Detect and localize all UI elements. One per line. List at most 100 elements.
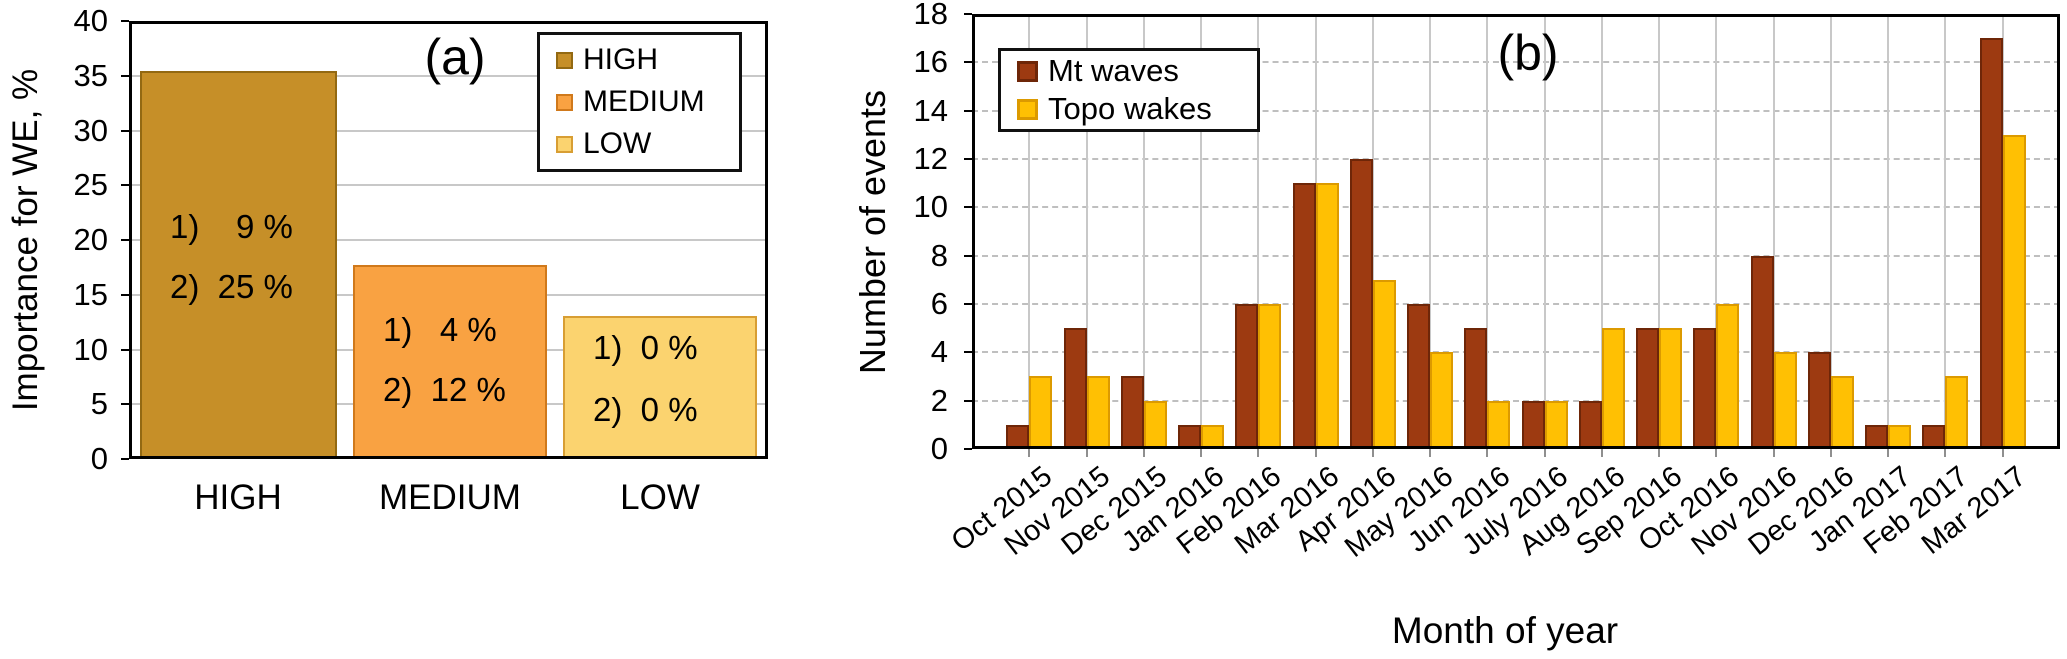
bar-mt-waves — [1808, 352, 1831, 449]
y-axis-tick-mark — [964, 448, 972, 450]
bar-mt-waves — [1693, 328, 1716, 449]
x-axis-tick-mark — [1028, 449, 1030, 457]
bar-annotation: 1) 9 % — [170, 208, 293, 245]
bar-annotation: 2) 25 % — [170, 268, 293, 305]
bar-annotation: 2) 12 % — [383, 371, 506, 408]
bar-topo-wakes — [1258, 304, 1281, 449]
y-axis-tick-label: 10 — [913, 189, 948, 225]
y-axis-tick-mark — [121, 458, 129, 460]
y-axis-tick-mark — [964, 351, 972, 354]
y-axis-tick-mark — [121, 403, 129, 406]
gridline — [1429, 14, 1431, 449]
x-axis-tick-mark — [2002, 449, 2004, 457]
gridline — [972, 351, 2060, 354]
x-axis-tick-mark — [1143, 449, 1145, 457]
gridline — [1486, 14, 1488, 449]
gridline — [972, 61, 2060, 64]
y-axis-tick-mark — [964, 254, 972, 257]
gridline — [129, 74, 768, 77]
bar-topo-wakes — [1945, 376, 1968, 449]
legend-swatch-icon — [1017, 60, 1038, 82]
bar-medium — [353, 265, 547, 459]
gridline — [972, 157, 2060, 160]
panel-a-legend: HIGH MEDIUM LOW — [537, 32, 742, 172]
y-axis-tick-label: 0 — [930, 431, 948, 466]
bar-mt-waves — [1064, 328, 1087, 449]
bar-topo-wakes — [1487, 401, 1510, 449]
x-axis-tick-mark — [1658, 449, 1660, 457]
gridline — [1143, 14, 1145, 449]
x-axis-tick-mark — [1830, 449, 1832, 457]
gridline — [972, 399, 2060, 402]
bar-annotation: 1) 0 % — [593, 329, 698, 366]
x-axis-tick-mark — [1372, 449, 1374, 457]
gridline — [1028, 14, 1030, 449]
gridline — [1086, 14, 1088, 449]
gridline — [129, 129, 768, 132]
y-axis-tick-label: 2 — [930, 382, 948, 418]
gridline — [1887, 14, 1889, 449]
x-axis-tick-mark — [1200, 449, 1202, 457]
bar-mt-waves — [1178, 425, 1201, 449]
bar-topo-wakes — [1087, 376, 1110, 449]
bar-topo-wakes — [1373, 280, 1396, 449]
gridline — [972, 254, 2060, 257]
gridline — [1773, 14, 1775, 449]
gridline — [1830, 14, 1832, 449]
x-axis-tick-mark — [1887, 449, 1889, 457]
bar-mt-waves — [1980, 38, 2003, 449]
y-axis-tick-label: 8 — [930, 237, 948, 273]
y-axis-tick-label: 20 — [73, 222, 108, 257]
bar-topo-wakes — [1888, 425, 1911, 449]
x-axis-tick-mark — [1544, 449, 1546, 457]
legend-item-label: HIGH — [583, 43, 658, 76]
bar-topo-wakes — [1774, 352, 1797, 449]
bar-topo-wakes — [1545, 401, 1568, 449]
panel-b-legend: Mt waves Topo wakes — [998, 48, 1260, 132]
panel-b-label: (b) — [1497, 25, 1559, 81]
bar-mt-waves — [1350, 159, 1373, 449]
gridline — [1372, 14, 1374, 449]
panel-b-x-axis-title: Month of year — [1391, 610, 1619, 651]
y-axis-tick-mark — [121, 184, 129, 187]
y-axis-tick-label: 40 — [73, 3, 108, 38]
gridline — [1200, 14, 1202, 449]
y-axis-tick-mark — [121, 239, 129, 241]
x-axis-tick-mark — [1086, 449, 1088, 457]
x-axis-tick-mark — [1257, 449, 1259, 457]
bar-mt-waves — [1636, 328, 1659, 449]
y-axis-tick-label: 0 — [90, 441, 108, 476]
legend-swatch-icon — [556, 93, 573, 111]
bar-mt-waves — [1865, 425, 1888, 449]
y-axis-tick-label: 6 — [930, 285, 948, 321]
x-axis-category-label: LOW — [620, 478, 700, 517]
bar-mt-waves — [1407, 304, 1430, 449]
y-axis-tick-mark — [964, 206, 972, 209]
y-axis-tick-mark — [964, 61, 972, 64]
y-axis-tick-label: 12 — [913, 140, 948, 176]
bar-mt-waves — [1235, 304, 1258, 449]
x-axis-tick-mark — [1486, 449, 1488, 457]
legend-swatch-icon — [556, 135, 573, 153]
gridline — [1257, 14, 1259, 449]
legend-item-label: Mt waves — [1048, 53, 1179, 88]
bar-topo-wakes — [1029, 376, 1052, 449]
legend-item-label: LOW — [583, 127, 652, 160]
y-axis-tick-label: 5 — [90, 386, 108, 422]
bar-topo-wakes — [1201, 425, 1224, 449]
gridline — [1601, 14, 1603, 449]
gridline — [1658, 14, 1660, 449]
x-axis-tick-mark — [1715, 449, 1717, 457]
y-axis-tick-label: 15 — [73, 276, 108, 312]
bar-mt-waves — [1464, 328, 1487, 449]
x-axis-tick-mark — [1601, 449, 1603, 457]
y-axis-tick-mark — [121, 348, 129, 351]
bar-topo-wakes — [1716, 304, 1739, 449]
y-axis-tick-mark — [964, 157, 972, 160]
bar-topo-wakes — [2003, 135, 2026, 449]
bar-topo-wakes — [1602, 328, 1625, 449]
legend-item-low: LOW — [540, 127, 739, 161]
y-axis-tick-label: 14 — [913, 92, 948, 128]
bar-topo-wakes — [1659, 328, 1682, 449]
legend-item-mt-waves: Mt waves — [1001, 53, 1257, 89]
